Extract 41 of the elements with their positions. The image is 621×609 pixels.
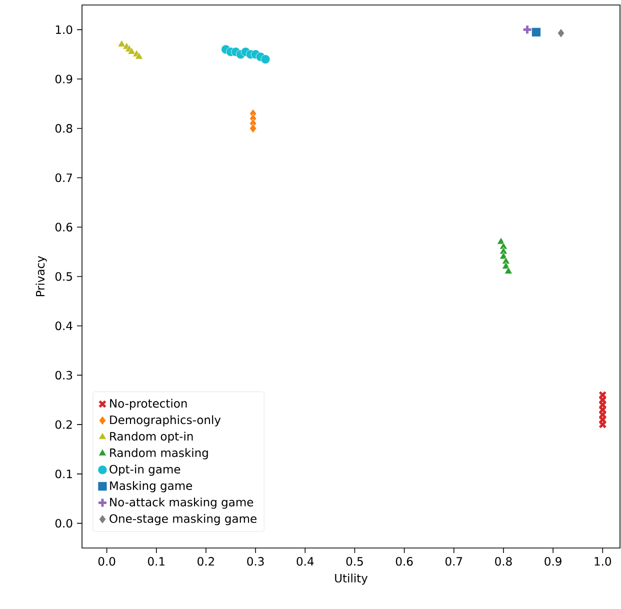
y-axis-title: Privacy [36, 256, 47, 296]
point [118, 40, 126, 47]
legend-label: Random opt-in [110, 432, 193, 443]
legend-label: Masking game [110, 481, 192, 492]
y-tick-label: 0.7 [55, 173, 72, 182]
y-tick-label: 0.2 [55, 420, 72, 429]
point [557, 28, 565, 38]
point [260, 54, 270, 64]
x-tick-label: 0.9 [544, 557, 562, 566]
point [134, 52, 144, 60]
y-tick-label: 0.9 [55, 74, 72, 84]
y-tick-label: 0.3 [55, 370, 72, 380]
legend-label: Demographics-only [110, 415, 221, 426]
y-tick-label: 0.8 [55, 124, 72, 133]
point [532, 27, 541, 37]
x-tick-label: 0.4 [296, 557, 314, 566]
x-tick-label: 0.2 [198, 557, 214, 566]
x-tick-label: 0.0 [98, 557, 116, 566]
point [127, 47, 136, 54]
point [504, 266, 513, 274]
x-axis-title: Utility [335, 574, 368, 585]
y-tick-label: 1.0 [56, 25, 72, 34]
y-tick-label: 0.5 [55, 272, 72, 281]
legend-label: One-stage masking game [110, 514, 256, 526]
y-tick-label: 0.0 [55, 518, 72, 528]
x-tick-label: 1.0 [594, 557, 612, 566]
x-tick-label: 0.6 [396, 557, 413, 566]
point [522, 24, 533, 35]
legend-label: No-attack masking game [110, 498, 254, 509]
legend-label: No-protection [110, 398, 187, 410]
x-tick-label: 0.8 [495, 557, 512, 566]
y-tick-label: 0.6 [55, 222, 72, 232]
legend-label: Opt-in game [110, 464, 180, 476]
x-tick-label: 0.3 [247, 557, 264, 566]
x-tick-label: 0.5 [346, 557, 363, 566]
x-tick-label: 0.1 [148, 557, 164, 566]
y-tick-label: 0.1 [55, 470, 72, 478]
legend-label: Random masking [110, 448, 208, 460]
x-tick-label: 0.7 [446, 557, 462, 566]
y-tick-label: 0.4 [55, 322, 72, 330]
point [249, 124, 257, 134]
